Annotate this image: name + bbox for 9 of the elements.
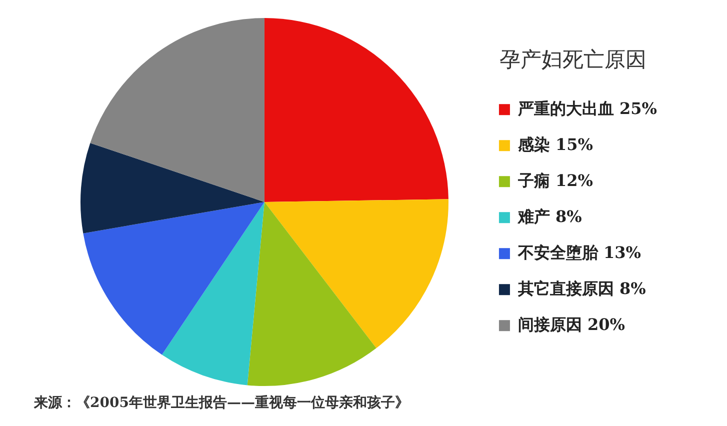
source-note: 来源：《2005年世界卫生报告——重视每一位母亲和孩子》 bbox=[34, 394, 409, 412]
legend-label: 不安全堕胎 13% bbox=[516, 242, 642, 262]
legend-label: 感染 15% bbox=[516, 134, 594, 154]
legend-label: 间接原因 20% bbox=[518, 314, 626, 334]
legend-title: 孕产妇死亡原因 bbox=[499, 47, 646, 72]
legend-label: 难产 8% bbox=[516, 206, 582, 226]
legend-label: 子痫 12% bbox=[516, 170, 594, 190]
legend-label: 严重的大出血 25% bbox=[516, 98, 658, 118]
legend-label: 其它直接原因 8% bbox=[516, 278, 646, 298]
